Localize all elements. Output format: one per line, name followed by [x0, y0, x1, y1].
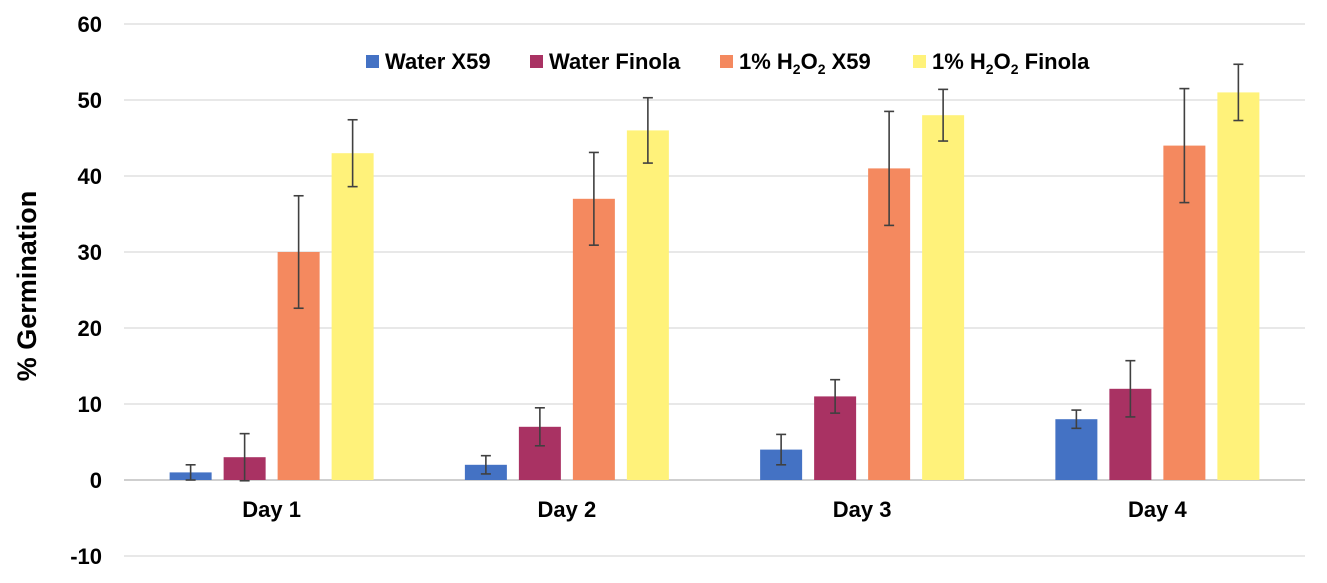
error-bar [1233, 63, 1244, 122]
error-bar [588, 151, 599, 246]
legend-swatch [913, 55, 926, 68]
legend-label: Water X59 [385, 49, 491, 74]
bar [922, 115, 965, 480]
legend-item: 1% H2O2 Finola [913, 49, 1090, 77]
legend-label: Water Finola [549, 49, 681, 74]
x-axis-categories: Day 1 Day 2 Day 3 Day 4 [242, 497, 1187, 522]
y-tick-label: 0 [90, 468, 102, 493]
error-bar [347, 118, 358, 188]
bar [626, 130, 669, 480]
error-bar [480, 454, 491, 475]
y-axis-ticks: -10 0 10 20 30 40 50 60 [70, 12, 102, 569]
legend-swatch [720, 55, 733, 68]
error-bar [1179, 87, 1190, 204]
legend-item: Water Finola [530, 49, 681, 74]
x-category-label: Day 2 [538, 497, 597, 522]
legend-item: 1% H2O2 X59 [720, 49, 871, 77]
legend-item: Water X59 [366, 49, 491, 74]
error-bar [185, 463, 196, 481]
legend-label: 1% H2O2 Finola [932, 49, 1090, 77]
error-bar [534, 406, 545, 447]
error-bar [239, 432, 250, 482]
bar [1217, 92, 1260, 481]
error-bar [642, 96, 653, 164]
error-bar [293, 194, 304, 310]
legend-swatch [366, 55, 379, 68]
error-bars [185, 63, 1244, 482]
bars [169, 92, 1260, 481]
error-bar [884, 110, 895, 227]
y-tick-label: 10 [78, 392, 102, 417]
y-tick-label: 40 [78, 164, 102, 189]
bar [331, 153, 374, 480]
x-category-label: Day 3 [833, 497, 892, 522]
y-tick-label: -10 [70, 544, 102, 569]
bar [1055, 419, 1098, 480]
x-category-label: Day 4 [1128, 497, 1187, 522]
legend-swatch [530, 55, 543, 68]
y-axis-title: % Germination [12, 191, 42, 382]
y-tick-label: 20 [78, 316, 102, 341]
y-tick-label: 50 [78, 88, 102, 113]
error-bar [1125, 359, 1136, 418]
legend-label: 1% H2O2 X59 [739, 49, 871, 77]
error-bar [938, 88, 949, 142]
x-category-label: Day 1 [242, 497, 301, 522]
gridlines [124, 23, 1305, 557]
error-bar [830, 378, 841, 414]
error-bar [776, 433, 787, 466]
error-bar [1071, 409, 1082, 430]
y-tick-label: 60 [78, 12, 102, 37]
legend: Water X59 Water Finola 1% H2O2 X59 1% H2O2 … [366, 49, 1090, 77]
y-tick-label: 30 [78, 240, 102, 265]
